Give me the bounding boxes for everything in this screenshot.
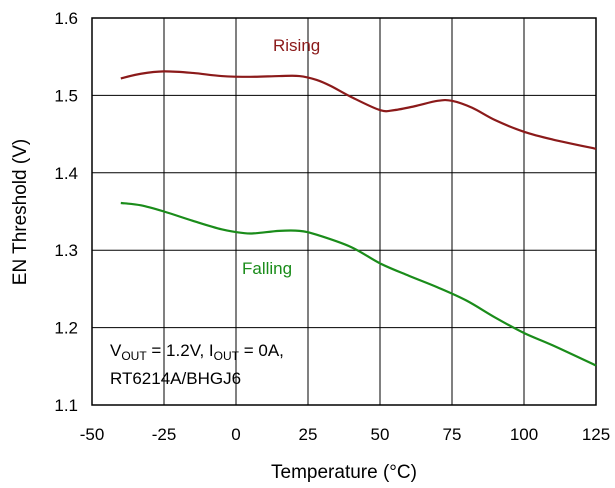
plot-area: [92, 18, 596, 405]
annotation-conditions: VOUT = 1.2V, IOUT = 0A,: [110, 341, 284, 363]
y-tick-label: 1.4: [54, 164, 78, 183]
y-tick-label: 1.6: [54, 9, 78, 28]
x-tick-label: 50: [371, 425, 390, 444]
series-label-rising: Rising: [273, 36, 320, 55]
plot-frame: [91, 17, 597, 406]
x-axis-label: Temperature (°C): [271, 462, 417, 483]
x-tick-label: -25: [152, 425, 177, 444]
x-tick-label: -50: [80, 425, 105, 444]
y-tick-label: 1.3: [54, 241, 78, 260]
x-tick-label: 75: [443, 425, 462, 444]
x-tick-label: 25: [299, 425, 318, 444]
x-tick-label: 0: [231, 425, 240, 444]
annotation-device: RT6214A/BHGJ6: [110, 369, 241, 388]
x-tick-label: 100: [510, 425, 538, 444]
x-tick-labels: -50 -25 0 25 50 75 100 125: [80, 425, 610, 444]
series-label-falling: Falling: [242, 259, 292, 278]
y-axis-label: EN Threshold (V): [10, 139, 31, 285]
y-tick-labels: 1.1 1.2 1.3 1.4 1.5 1.6: [54, 9, 78, 415]
y-tick-label: 1.2: [54, 319, 78, 338]
series-group: [120, 70, 597, 367]
y-tick-label: 1.5: [54, 86, 78, 105]
series-line-falling: [120, 201, 597, 367]
series-line-rising: [120, 70, 597, 150]
x-tick-label: 125: [582, 425, 610, 444]
y-tick-label: 1.1: [54, 396, 78, 415]
